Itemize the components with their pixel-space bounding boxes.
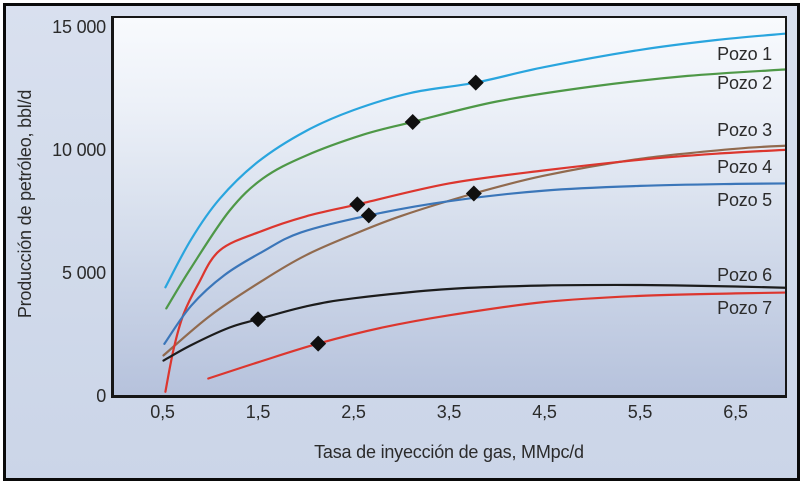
y-tick-label-10000: 10 000: [52, 139, 106, 160]
x-tick-label-3-5: 3,5: [436, 402, 462, 422]
x-tick-label-0-5: 0,5: [150, 402, 175, 422]
series-label-pozo-4: Pozo 4: [717, 157, 772, 178]
x-tick-label-6-5: 6,5: [723, 402, 748, 422]
series-label-pozo-6: Pozo 6: [717, 265, 772, 286]
y-axis-title: Producción de petróleo, bbl/d: [15, 89, 35, 319]
x-tick-label-5-5: 5,5: [627, 402, 653, 422]
x-axis-title: Tasa de inyección de gas, MMpc/d: [314, 442, 584, 462]
y-tick-label-5000: 5 000: [61, 262, 106, 283]
series-label-pozo-5: Pozo 5: [717, 190, 772, 211]
series-label-pozo-1: Pozo 1: [717, 43, 772, 64]
x-tick-label-4-5: 4,5: [532, 402, 557, 422]
y-tick-label-15000: 15 000: [52, 16, 106, 37]
series-label-pozo-2: Pozo 2: [717, 73, 772, 94]
y-tick-label-0: 0: [96, 385, 106, 406]
x-tick-label-2-5: 2,5: [341, 402, 366, 422]
series-label-pozo-3: Pozo 3: [717, 119, 772, 140]
series-label-pozo-7: Pozo 7: [717, 298, 772, 319]
x-tick-label-1-5: 1,5: [245, 402, 271, 422]
